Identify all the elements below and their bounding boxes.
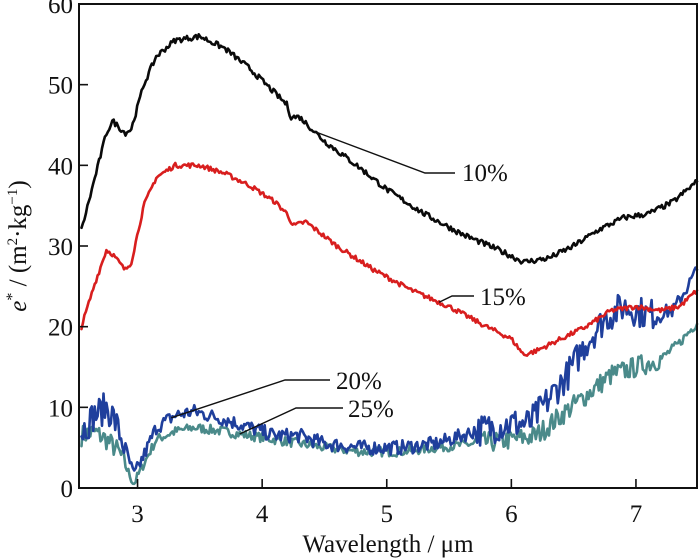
y-axis-ticks: 0 10 20 30 40 50 60 <box>48 0 88 503</box>
series-line-20pct <box>80 266 699 472</box>
annotation-leader-20pct <box>170 379 330 419</box>
y-tick-label: 30 <box>48 234 73 261</box>
annotation-labels: 10% 15% 20% 25% <box>336 160 526 423</box>
annotation-10pct: 10% <box>462 160 508 187</box>
x-axis-ticks: 3 4 5 6 7 <box>131 479 642 528</box>
x-tick-label: 4 <box>256 501 269 528</box>
y-tick-label: 60 <box>48 0 73 19</box>
series-line-25pct <box>80 322 699 486</box>
y-tick-label: 50 <box>48 73 73 100</box>
y-axis-symbol: e <box>5 301 32 312</box>
x-tick-label: 7 <box>630 501 643 528</box>
y-axis-unit-b: ·kg <box>5 204 32 238</box>
x-tick-label: 3 <box>131 501 144 528</box>
annotation-25pct: 25% <box>348 396 394 423</box>
series-line-10pct <box>80 32 699 265</box>
y-axis-sup-star: * <box>4 293 21 301</box>
annotation-leader-25pct <box>239 407 343 435</box>
annotation-leaders <box>170 130 474 435</box>
y-tick-label: 40 <box>48 153 73 180</box>
annotation-20pct: 20% <box>336 368 382 395</box>
y-axis-unit-a: / (m <box>5 245 32 293</box>
y-axis-sup-2: 2 <box>5 238 21 246</box>
x-tick-label: 6 <box>505 501 518 528</box>
y-tick-label: 10 <box>48 395 73 422</box>
y-axis-unit-c: ) <box>5 180 32 188</box>
annotation-leader-10pct <box>314 130 455 174</box>
y-tick-label: 20 <box>48 315 73 342</box>
y-tick-label: 0 <box>61 476 74 503</box>
x-tick-label: 5 <box>381 501 394 528</box>
annotation-15pct: 15% <box>480 284 526 311</box>
y-axis-title: e* / (m2·kg−1) <box>4 180 32 311</box>
annotation-leader-15pct <box>438 295 474 303</box>
series-line-15pct <box>80 161 699 358</box>
y-axis-sup-neg1: −1 <box>5 189 21 205</box>
x-axis-title: Wavelength / μm <box>302 531 474 558</box>
series-layer <box>80 32 699 486</box>
